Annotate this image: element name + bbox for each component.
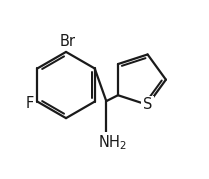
Text: NH$_2$: NH$_2$ — [98, 133, 127, 152]
Text: S: S — [143, 97, 152, 112]
Text: Br: Br — [60, 34, 76, 49]
Text: F: F — [26, 96, 34, 111]
